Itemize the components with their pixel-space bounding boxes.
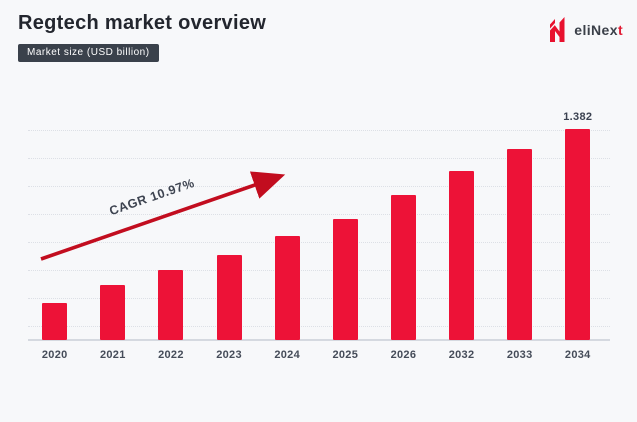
bar-2024 bbox=[274, 236, 300, 340]
subtitle-badge: Market size (USD billion) bbox=[18, 44, 159, 62]
gridline bbox=[28, 130, 610, 131]
gridline bbox=[28, 214, 610, 215]
x-axis-line bbox=[28, 339, 610, 341]
logo-text-main: eliNex bbox=[574, 22, 618, 38]
gridline bbox=[28, 186, 610, 187]
x-tick-label: 2023 bbox=[216, 349, 242, 361]
bar-2022 bbox=[158, 270, 184, 340]
bar-value-label: 1.382 bbox=[563, 111, 593, 123]
cagr-trend-arrow bbox=[40, 171, 286, 261]
bar-2034 bbox=[565, 129, 591, 340]
chart-header: Regtech market overview Market size (USD… bbox=[18, 12, 266, 62]
logo-text-accent: t bbox=[617, 22, 623, 38]
gridline bbox=[28, 158, 610, 159]
gridline bbox=[28, 270, 610, 271]
x-tick-label: 2026 bbox=[390, 349, 417, 361]
elinext-logo: eliNext bbox=[547, 16, 623, 44]
x-tick-label: 2024 bbox=[274, 349, 300, 361]
bar-2026 bbox=[390, 195, 416, 340]
elinext-logo-text: eliNext bbox=[574, 22, 623, 38]
x-tick-label: 2025 bbox=[332, 349, 359, 361]
bar-2020 bbox=[42, 303, 68, 340]
x-tick-label: 2021 bbox=[99, 349, 126, 361]
bar-2023 bbox=[216, 255, 242, 340]
x-tick-label: 2022 bbox=[158, 349, 184, 361]
x-tick-label: 2032 bbox=[448, 349, 475, 361]
bar-2021 bbox=[100, 285, 126, 340]
x-tick-label: 2020 bbox=[41, 349, 68, 361]
gridline bbox=[28, 298, 610, 299]
bar-chart-plot-area: 2020 2021 2022 2023 2024 2025 2026 2032 2033 2034… bbox=[28, 110, 610, 361]
x-tick-label: 2033 bbox=[506, 349, 533, 361]
gridline bbox=[28, 326, 610, 327]
page-title: Regtech market overview bbox=[18, 12, 267, 34]
bar-2025 bbox=[332, 219, 358, 340]
bar-2033 bbox=[507, 149, 533, 340]
x-tick-label: 2034 bbox=[564, 349, 591, 361]
bar-2032 bbox=[449, 171, 475, 340]
elinext-n-icon bbox=[550, 17, 565, 42]
gridline bbox=[28, 242, 610, 243]
